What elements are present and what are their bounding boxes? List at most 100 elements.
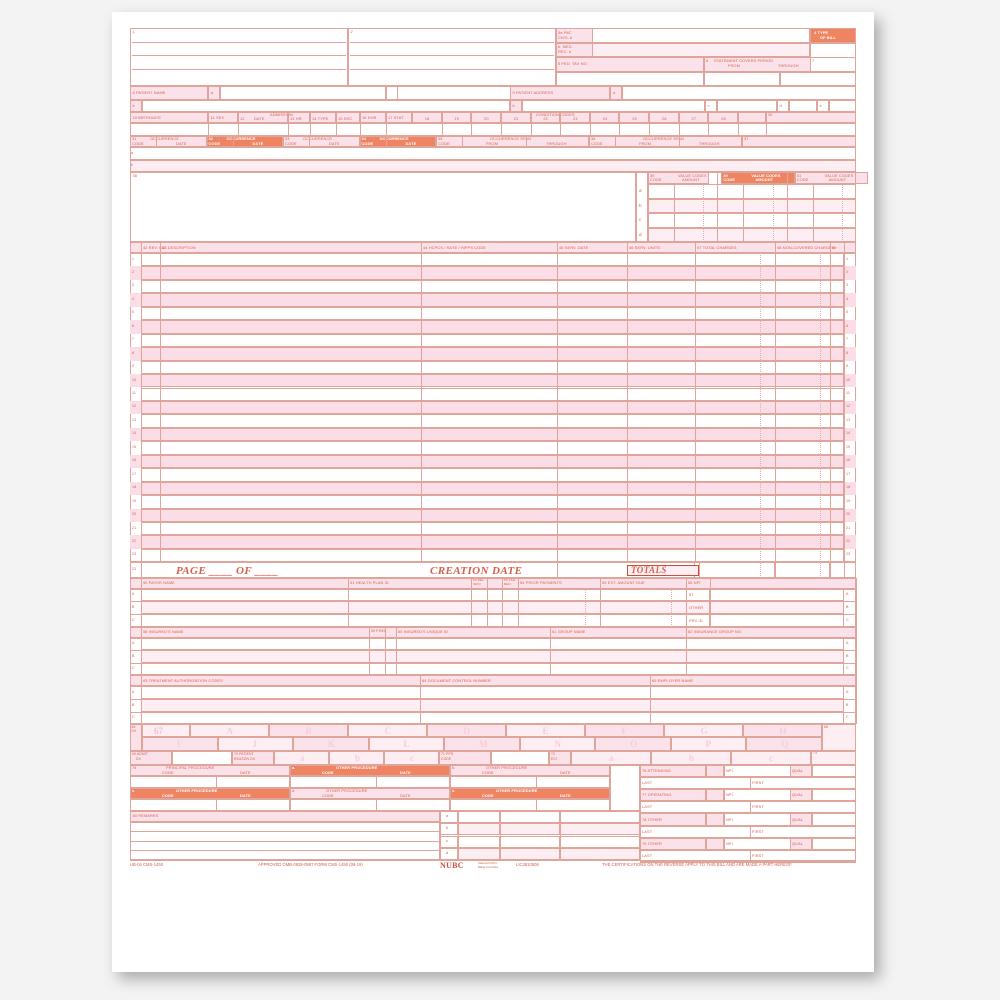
service-line-number-right-13: 13 <box>846 417 851 422</box>
totals-charges-input[interactable] <box>699 562 775 578</box>
service-line-5[interactable] <box>141 306 844 321</box>
treatment-row-B[interactable] <box>141 699 844 712</box>
service-line-number-left-1: 1 <box>132 256 135 261</box>
service-line-18[interactable] <box>141 481 844 496</box>
occurrence-row-a[interactable] <box>130 147 856 160</box>
service-column-4-label: 46 SERV. UNITS <box>629 244 661 250</box>
totals-noncovered-input[interactable] <box>775 562 830 578</box>
service-line-11[interactable] <box>141 387 844 401</box>
payer-row-C[interactable] <box>141 614 844 627</box>
treatment-row-A[interactable] <box>141 686 844 700</box>
service-line-number-right-12: 12 <box>846 404 851 409</box>
field-6-through-input[interactable] <box>780 71 856 86</box>
service-line-16[interactable] <box>141 454 844 469</box>
service-line-20[interactable] <box>141 508 844 522</box>
service-line-9[interactable] <box>141 360 844 375</box>
field-8a-input[interactable] <box>220 86 386 100</box>
service-line-22[interactable] <box>141 535 844 549</box>
provider-3-qualbox <box>706 837 724 851</box>
service-line-13[interactable] <box>141 414 844 428</box>
occurrence-32-number: 32 <box>208 136 214 141</box>
field-8-spacer <box>386 86 398 100</box>
service-line-15[interactable] <box>141 441 844 455</box>
field-81-letter-c <box>440 835 458 848</box>
procedure-other-e-number: e. <box>452 788 456 794</box>
service-line-12[interactable] <box>141 400 844 415</box>
field-10-30-input-row[interactable] <box>130 123 856 136</box>
service-line-stripe-18 <box>130 481 856 496</box>
insured-row-A[interactable] <box>141 637 844 651</box>
field-1-billing-provider[interactable] <box>130 28 348 86</box>
service-line-2[interactable] <box>141 266 844 280</box>
field-9e-input[interactable] <box>829 99 856 112</box>
field-81-extra-a[interactable] <box>560 811 640 824</box>
value-code-amt-divider-39 <box>674 184 675 242</box>
provider-1-name-divider <box>750 801 751 814</box>
value-code-40-amount-label: AMOUNT <box>755 177 774 183</box>
service-line-4[interactable] <box>141 293 844 307</box>
field-81-code-c[interactable] <box>458 835 500 848</box>
service-line-17[interactable] <box>141 468 844 482</box>
occurrence-row-b[interactable] <box>130 159 856 172</box>
field-9e-letter: e <box>819 102 822 108</box>
field-6-from-input[interactable] <box>704 71 780 86</box>
field-38-responsible-party[interactable] <box>130 172 636 242</box>
field-2-pay-to-name[interactable] <box>348 28 556 86</box>
field-81-code-a[interactable] <box>458 811 500 824</box>
field-9d-marker[interactable] <box>777 99 789 112</box>
value-code-40-code-label: CODE <box>723 177 736 183</box>
payer-row-letter-left-A: A <box>132 592 135 597</box>
procedure-other-e-title: OTHER PROCEDURE <box>496 788 538 794</box>
field-75-box[interactable] <box>610 764 640 812</box>
insured-row-C[interactable] <box>141 662 844 676</box>
field-3b-med-rec-input[interactable] <box>592 42 810 57</box>
value-code-amt-divider-40 <box>743 184 744 242</box>
field-81-value-b[interactable] <box>500 823 560 836</box>
service-line-21[interactable] <box>141 522 844 536</box>
service-line-7[interactable] <box>141 333 844 348</box>
insured-row-B[interactable] <box>141 650 844 663</box>
service-line-8[interactable] <box>141 347 844 361</box>
field-81-code-b[interactable] <box>458 823 500 836</box>
value-code-row-letter-d: d <box>639 231 642 237</box>
page-row-number-left: 23 <box>132 567 137 572</box>
field-9b-input[interactable] <box>522 99 705 112</box>
condition-code-label-19: 19 <box>454 116 460 121</box>
diagnosis-letter-B: B <box>305 725 312 736</box>
service-line-number-right-7: 7 <box>846 337 849 342</box>
field-81-code-d[interactable] <box>458 847 500 860</box>
service-line-23[interactable] <box>141 548 844 563</box>
field-9c-input[interactable] <box>717 99 777 112</box>
totals-49-input[interactable] <box>830 562 856 578</box>
payer-row-A[interactable] <box>141 588 844 602</box>
field-9c-marker[interactable] <box>705 99 717 112</box>
service-line-number-right-6: 6 <box>846 323 849 328</box>
service-line-number-right-18: 18 <box>846 485 851 490</box>
field-81-extra-b[interactable] <box>560 823 640 836</box>
service-line-6[interactable] <box>141 320 844 334</box>
field-81-value-a[interactable] <box>500 811 560 824</box>
field-81-extra-d[interactable] <box>560 847 640 860</box>
field-8b-input[interactable] <box>142 99 510 112</box>
value-code-41-code-label: CODE <box>796 177 809 183</box>
service-line-14[interactable] <box>141 427 844 442</box>
payer-row-B[interactable] <box>141 601 844 615</box>
field-7-box[interactable] <box>810 57 856 72</box>
treatment-col-divider-0 <box>130 675 131 725</box>
field-9e-marker[interactable] <box>817 99 829 112</box>
service-line-10[interactable] <box>141 374 844 388</box>
field-5-fed-tax-input[interactable] <box>556 71 704 86</box>
field-81-extra-c[interactable] <box>560 835 640 848</box>
insured-row-letter-left-C: C <box>132 666 135 671</box>
field-9d-input[interactable] <box>789 99 817 112</box>
field-9a-input[interactable] <box>622 86 856 100</box>
field-81-value-c[interactable] <box>500 835 560 848</box>
field-81-value-d[interactable] <box>500 847 560 860</box>
field-3a-pat-cntl-input[interactable] <box>592 28 810 43</box>
service-line-19[interactable] <box>141 495 844 509</box>
service-line-1[interactable] <box>141 253 844 267</box>
service-line-3[interactable] <box>141 279 844 294</box>
treatment-row-C[interactable] <box>141 711 844 725</box>
field-81-letter-a <box>440 811 458 824</box>
value-code-41-amount-label: AMOUNT <box>828 177 847 183</box>
